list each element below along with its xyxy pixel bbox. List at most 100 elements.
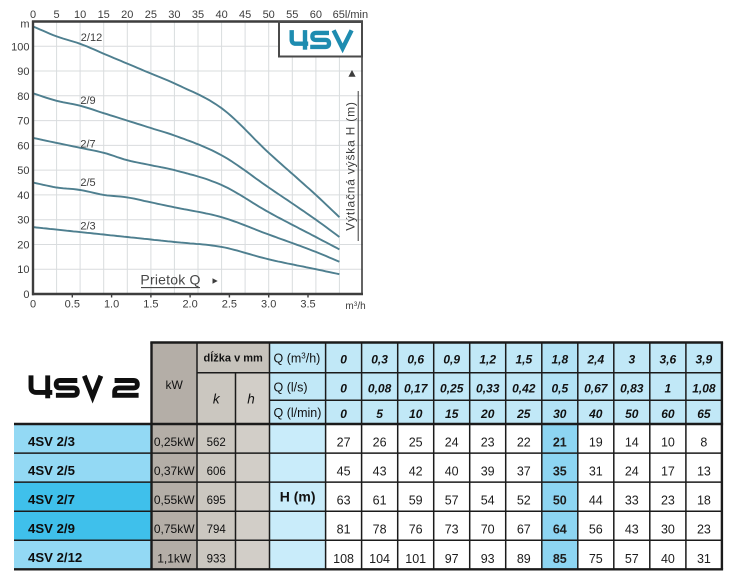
svg-text:3.0: 3.0 (261, 299, 276, 311)
svg-text:3,6: 3,6 (660, 353, 677, 367)
svg-text:70: 70 (17, 116, 29, 128)
svg-text:1,1kW: 1,1kW (157, 551, 192, 565)
svg-text:5: 5 (376, 407, 383, 421)
svg-text:75: 75 (589, 552, 603, 566)
svg-text:10: 10 (409, 407, 423, 421)
svg-text:0,08: 0,08 (368, 382, 392, 396)
svg-text:2/7: 2/7 (80, 139, 95, 151)
svg-text:13: 13 (697, 465, 711, 479)
svg-text:93: 93 (481, 552, 495, 566)
svg-text:100: 100 (11, 41, 29, 53)
svg-text:26: 26 (373, 436, 387, 450)
svg-text:k: k (213, 391, 221, 406)
svg-text:1.5: 1.5 (143, 299, 158, 311)
svg-text:30: 30 (17, 215, 29, 227)
svg-text:0,42: 0,42 (512, 382, 536, 396)
svg-text:23: 23 (661, 494, 675, 508)
svg-text:10: 10 (661, 436, 675, 450)
svg-text:4SV 2/3: 4SV 2/3 (28, 434, 75, 449)
svg-text:23: 23 (481, 436, 495, 450)
svg-text:Prietok Q: Prietok Q (140, 272, 200, 288)
svg-text:20: 20 (480, 407, 495, 421)
svg-text:35: 35 (192, 9, 204, 21)
svg-text:0: 0 (340, 407, 347, 421)
svg-text:30: 30 (553, 407, 567, 421)
svg-text:30: 30 (168, 9, 180, 21)
svg-text:104: 104 (369, 552, 390, 566)
svg-text:2/3: 2/3 (80, 221, 95, 233)
svg-text:33: 33 (625, 494, 639, 508)
svg-text:43: 43 (625, 523, 639, 537)
svg-text:4SV 2/12: 4SV 2/12 (28, 550, 82, 565)
svg-text:76: 76 (409, 523, 423, 537)
svg-text:25: 25 (145, 9, 157, 21)
svg-text:22: 22 (517, 436, 531, 450)
svg-text:0,25: 0,25 (440, 382, 464, 396)
svg-text:60: 60 (661, 407, 675, 421)
svg-text:40: 40 (588, 407, 603, 421)
svg-text:73: 73 (445, 523, 459, 537)
svg-text:m: m (20, 19, 29, 31)
svg-text:64: 64 (553, 523, 567, 537)
svg-text:43: 43 (373, 465, 387, 479)
svg-text:20: 20 (121, 9, 133, 21)
svg-text:2/12: 2/12 (81, 32, 102, 44)
svg-text:15: 15 (445, 407, 459, 421)
svg-text:63: 63 (337, 494, 351, 508)
svg-text:5: 5 (54, 9, 60, 21)
svg-text:31: 31 (589, 465, 603, 479)
svg-text:10: 10 (74, 9, 86, 21)
svg-text:50: 50 (625, 407, 639, 421)
svg-text:14: 14 (625, 436, 639, 450)
svg-text:0,25kW: 0,25kW (154, 435, 195, 449)
svg-text:67: 67 (517, 523, 531, 537)
svg-text:1: 1 (665, 382, 672, 396)
svg-text:0,5: 0,5 (551, 382, 568, 396)
svg-text:85: 85 (553, 552, 567, 566)
svg-text:H (m): H (m) (280, 489, 316, 505)
svg-text:0,55kW: 0,55kW (154, 493, 195, 507)
svg-text:24: 24 (625, 465, 639, 479)
svg-text:Výtlačná výška H (m): Výtlačná výška H (m) (344, 101, 358, 230)
svg-text:1,8: 1,8 (551, 353, 568, 367)
svg-text:2,4: 2,4 (586, 353, 604, 367)
svg-text:30: 30 (661, 523, 675, 537)
svg-text:2/9: 2/9 (80, 95, 95, 107)
svg-text:20: 20 (17, 240, 29, 252)
svg-text:55: 55 (286, 9, 298, 21)
svg-text:0: 0 (340, 382, 347, 396)
svg-text:40: 40 (661, 552, 675, 566)
svg-text:0,75kW: 0,75kW (154, 522, 195, 536)
svg-text:8: 8 (700, 436, 707, 450)
svg-text:42: 42 (409, 465, 423, 479)
svg-text:97: 97 (445, 552, 459, 566)
svg-text:50: 50 (553, 494, 567, 508)
svg-text:0.5: 0.5 (65, 299, 80, 311)
svg-text:h: h (247, 391, 255, 406)
svg-text:0: 0 (30, 299, 36, 311)
svg-text:606: 606 (207, 466, 226, 478)
svg-text:54: 54 (481, 494, 495, 508)
svg-text:52: 52 (517, 494, 531, 508)
svg-text:25: 25 (516, 407, 531, 421)
svg-text:21: 21 (553, 436, 567, 450)
svg-text:50: 50 (263, 9, 275, 21)
svg-text:23: 23 (697, 523, 711, 537)
svg-text:90: 90 (17, 66, 29, 78)
svg-text:Q (l/s): Q (l/s) (274, 381, 308, 395)
svg-text:kW: kW (166, 378, 184, 392)
svg-text:40: 40 (445, 465, 459, 479)
svg-text:1,08: 1,08 (692, 382, 716, 396)
svg-text:0: 0 (23, 289, 29, 301)
svg-text:40: 40 (17, 190, 29, 202)
svg-text:44: 44 (589, 494, 603, 508)
svg-text:61: 61 (373, 494, 387, 508)
svg-text:10: 10 (17, 264, 29, 276)
svg-text:4SV 2/5: 4SV 2/5 (28, 463, 75, 478)
svg-text:78: 78 (373, 523, 387, 537)
svg-text:3: 3 (628, 353, 635, 367)
svg-text:2/5: 2/5 (80, 177, 95, 189)
svg-text:37: 37 (517, 465, 531, 479)
svg-text:4SV 2/7: 4SV 2/7 (28, 492, 75, 507)
svg-text:0,17: 0,17 (404, 382, 429, 396)
